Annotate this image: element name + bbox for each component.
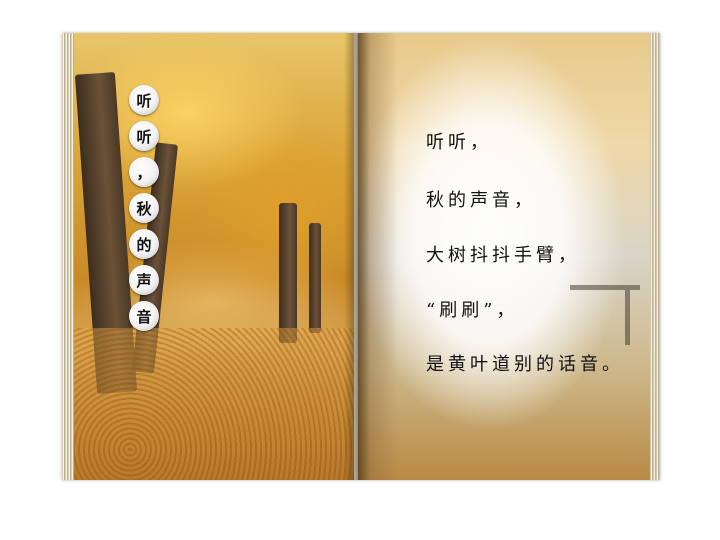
- park-bench: [570, 285, 640, 350]
- open-book-illustration: [62, 33, 660, 480]
- fallen-leaves-path: [74, 328, 354, 480]
- book-spine: [344, 33, 370, 480]
- left-page-autumn-forest: [74, 33, 354, 480]
- poem-line: “刷刷”，: [426, 300, 519, 321]
- tree-trunk: [279, 203, 297, 343]
- poem-line: 大树抖抖手臂，: [426, 245, 580, 266]
- poem-line: 秋的声音，: [426, 190, 536, 211]
- title-char-badge: 声: [129, 265, 159, 295]
- title-char-badge: 听: [129, 85, 159, 115]
- poem-line: 是黄叶道别的话音。: [426, 354, 624, 375]
- title-char-badge: 听: [129, 121, 159, 151]
- title-char-badge: 的: [129, 229, 159, 259]
- title-char-badge: 音: [129, 301, 159, 331]
- title-char-badge: ，: [129, 157, 159, 187]
- title-char-badge: 秋: [129, 193, 159, 223]
- vertical-title: 听 听 ， 秋 的 声 音: [129, 85, 159, 331]
- book-right-edge: [650, 33, 660, 480]
- book-left-edge: [62, 33, 74, 480]
- tree-trunk: [309, 223, 321, 333]
- poem-line: 听听，: [426, 132, 492, 153]
